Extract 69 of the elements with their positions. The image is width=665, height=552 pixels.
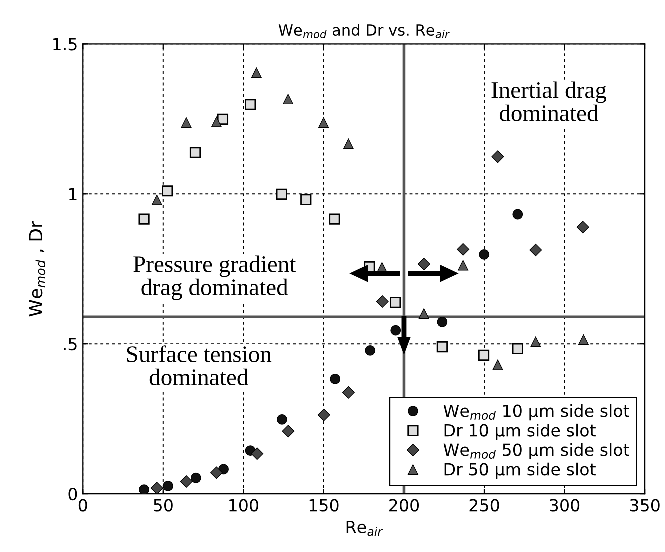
point xyxy=(512,343,524,354)
y-tick-label: 1 xyxy=(69,188,77,200)
point xyxy=(138,214,150,225)
chart-title: We$_{mod}$ and Dr vs. Re$_{air}$ xyxy=(278,24,450,38)
point xyxy=(390,297,402,308)
point xyxy=(365,345,376,356)
point xyxy=(251,448,264,460)
y-tick-label: .5 xyxy=(64,338,77,351)
legend-label: Dr 50 μm side slot xyxy=(444,462,596,480)
point xyxy=(437,316,448,328)
legend-label: We$_{mod}$ 10 μm side slot xyxy=(444,404,630,421)
x-axis-title: Re$_{air}$ xyxy=(346,521,384,536)
x-tick-label: 50 xyxy=(154,499,173,512)
point xyxy=(376,296,389,308)
point xyxy=(418,258,430,271)
point xyxy=(479,249,490,260)
annotation: Inertial drag dominated xyxy=(492,82,607,122)
point xyxy=(478,350,490,362)
point xyxy=(418,308,430,319)
point xyxy=(245,99,256,110)
x-tick-label: 150 xyxy=(310,499,339,512)
point xyxy=(210,466,223,480)
point xyxy=(329,214,340,225)
legend-label: Dr 10 μm side slot xyxy=(444,424,596,440)
y-axis-title: We$_{mod}$ , Dr xyxy=(29,221,46,317)
point xyxy=(436,342,448,353)
annotation: Surface tension dominated xyxy=(127,346,272,386)
point xyxy=(217,114,229,125)
point xyxy=(162,186,174,197)
point xyxy=(578,334,589,346)
annotation: Pressure gradient drag dominated xyxy=(134,256,296,300)
point xyxy=(139,484,150,494)
point xyxy=(163,481,174,492)
point xyxy=(150,482,164,494)
point xyxy=(190,147,202,158)
point xyxy=(458,260,469,271)
point xyxy=(152,194,162,206)
point xyxy=(251,68,262,78)
x-tick-label: 250 xyxy=(470,499,500,512)
y-tick-label: 0 xyxy=(68,488,78,501)
point xyxy=(318,408,330,422)
point xyxy=(180,476,193,488)
point xyxy=(190,472,202,484)
point xyxy=(492,360,504,370)
point xyxy=(300,194,312,206)
x-tick-label: 100 xyxy=(230,499,258,512)
x-tick-label: 200 xyxy=(390,499,420,512)
point xyxy=(318,118,329,128)
point xyxy=(276,414,288,425)
y-tick-label: 1.5 xyxy=(54,38,77,51)
point xyxy=(530,244,542,256)
point xyxy=(576,221,590,234)
x-tick-label: 300 xyxy=(550,499,580,512)
point xyxy=(211,116,222,128)
point xyxy=(330,374,341,384)
legend-label: We$_{mod}$ 50 μm side slot xyxy=(444,443,630,460)
point xyxy=(512,209,524,220)
x-tick-label: 350 xyxy=(630,499,660,512)
point xyxy=(283,94,294,105)
point xyxy=(276,188,288,200)
x-tick-label: 0 xyxy=(78,499,88,512)
point xyxy=(457,243,470,256)
point xyxy=(343,138,354,150)
point xyxy=(342,386,355,399)
point xyxy=(282,425,295,438)
point xyxy=(492,150,504,164)
point xyxy=(530,336,542,348)
point xyxy=(390,325,402,336)
point xyxy=(181,118,192,128)
